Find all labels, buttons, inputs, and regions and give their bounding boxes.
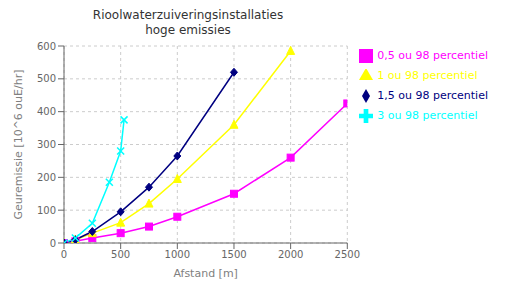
html-text:hoge emissies: hoge emissies [145,23,231,37]
svg-text:600: 600 [37,41,56,52]
svg-text:0: 0 [61,249,67,260]
svg-text:0: 0 [50,238,56,249]
svg-text:300: 300 [37,139,56,150]
html-text:Rioolwaterzuiveringsinstallati: Rioolwaterzuiveringsinstallaties [92,8,284,22]
html-text:1,5 ou 98 percentiel: 1,5 ou 98 percentiel [377,89,488,102]
svg-text:400: 400 [37,106,56,117]
svg-text:Afstand [m]: Afstand [m] [173,267,238,280]
svg-text:200: 200 [37,172,56,183]
html-text:1 ou 98 percentiel: 1 ou 98 percentiel [377,69,478,82]
svg-text:2000: 2000 [278,249,303,260]
svg-text:500: 500 [111,249,130,260]
svg-text:500: 500 [37,73,56,84]
svg-text:1000: 1000 [165,249,190,260]
svg-text:100: 100 [37,205,56,216]
svg-text:Geuremissie [10^6 ouE/hr]: Geuremissie [10^6 ouE/hr] [12,69,25,219]
html-text:0,5 ou 98 percentiel: 0,5 ou 98 percentiel [377,49,488,62]
html-text:3 ou 98 percentiel: 3 ou 98 percentiel [377,109,478,122]
svg-text:1500: 1500 [221,249,246,260]
svg-text:2500: 2500 [335,249,360,260]
